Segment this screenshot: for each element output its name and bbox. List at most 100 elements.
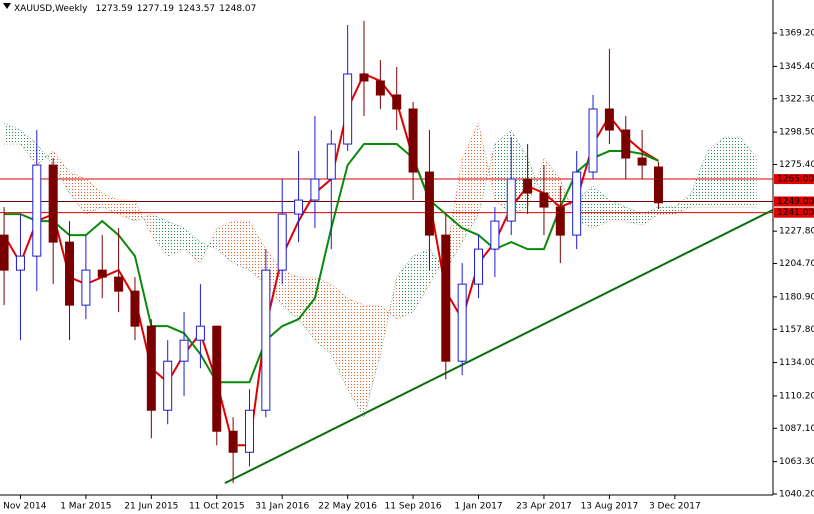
x-tick-label: 22 May 2016: [318, 502, 377, 512]
candle-body: [572, 171, 582, 236]
chart-header: XAUUSD,Weekly 1273.59 1277.19 1243.57 1248.0…: [14, 4, 256, 14]
y-tick-label: 1369.20: [779, 29, 814, 39]
cloud-segment: [740, 137, 757, 208]
candle-body: [539, 192, 549, 208]
level-label: 1265.00: [777, 175, 814, 185]
cloud-segment: [4, 123, 21, 145]
level-label: 1241.00: [777, 208, 814, 218]
candle-body: [359, 73, 369, 82]
level-label-bg: [774, 196, 814, 207]
header-high: 1277.19: [137, 4, 174, 14]
cloud-edge: [4, 122, 757, 320]
cloud-segment: [674, 193, 692, 215]
cloud-segment: [151, 214, 168, 257]
candle-body: [244, 409, 254, 453]
candle-body: [653, 166, 663, 204]
cloud-segment: [53, 151, 70, 194]
y-tick-label: 1134.00: [779, 358, 814, 368]
x-tick-label: 13 Aug 2017: [581, 502, 639, 512]
y-tick-label: 1063.30: [779, 457, 814, 467]
candle-body: [15, 255, 25, 271]
candle-body: [195, 325, 205, 341]
y-tick-label: 1322.30: [779, 94, 814, 104]
cloud-segment: [265, 249, 283, 306]
cloud-segment: [396, 256, 414, 320]
candle-body: [457, 283, 467, 362]
header-low: 1243.57: [178, 4, 215, 14]
candle-body: [424, 171, 434, 236]
cloud-segment: [642, 207, 659, 226]
y-tick-label: 1204.70: [779, 259, 814, 269]
candle-body: [228, 430, 238, 453]
cloud-segment: [118, 200, 135, 222]
header-icon: [3, 3, 11, 9]
cloud-segment: [462, 123, 479, 243]
cloud-segment: [380, 277, 397, 355]
candle-body: [310, 178, 320, 201]
candle-body: [490, 220, 500, 250]
candle-body: [326, 143, 336, 180]
level-label-bg: [774, 174, 814, 185]
candle-body: [375, 80, 385, 96]
x-tick-label: 1 Jan 2017: [454, 502, 502, 512]
cloud-segment: [625, 207, 643, 226]
y-tick-label: 1157.80: [779, 325, 814, 335]
cloud-segment: [249, 221, 266, 285]
cloud-segment: [478, 123, 495, 215]
cloud-segment: [314, 277, 332, 355]
cloud-segment: [85, 179, 103, 215]
candle-body: [32, 164, 42, 257]
candle-body: [392, 94, 402, 110]
cloud-edge: [3, 122, 757, 419]
cloud-segment: [347, 298, 365, 418]
candle-body: [130, 290, 140, 327]
candle-body: [114, 276, 124, 292]
cloud-segment: [184, 228, 201, 264]
y-tick-label: 1110.20: [779, 391, 814, 401]
cloud-segment: [707, 137, 724, 208]
y-tick-label: 1180.90: [779, 292, 814, 302]
cloud-segment: [609, 200, 626, 222]
level-label-bg: [774, 207, 814, 218]
candle-body: [146, 325, 156, 411]
y-tick-label: 1298.50: [779, 128, 814, 138]
candle-body: [179, 339, 189, 362]
cloud-segment: [233, 221, 250, 271]
header-open: 1273.59: [96, 4, 133, 14]
y-tick-label: 1345.40: [779, 62, 814, 72]
candle-body: [621, 129, 631, 159]
candles: [0, 20, 663, 484]
x-tick-label: 9 Nov 2014: [0, 502, 47, 512]
candle-body: [604, 108, 614, 131]
candle-body: [506, 178, 516, 222]
candle-body: [65, 241, 75, 306]
y-tick-label: 1087.10: [779, 424, 814, 434]
cloud-segment: [167, 221, 185, 257]
candle-body: [343, 73, 353, 145]
cloud-segment: [364, 305, 381, 418]
cloud-segment: [102, 193, 119, 215]
cloud-segment: [413, 249, 430, 313]
x-tick-label: 21 Jun 2015: [124, 502, 178, 512]
y-tick-label: 1275.40: [779, 160, 814, 170]
candle-body: [637, 157, 647, 166]
cloud-segment: [527, 158, 544, 208]
x-tick-label: 31 Jan 2016: [255, 502, 309, 512]
x-tick-label: 1 Mar 2015: [60, 502, 111, 512]
candle-body: [212, 325, 222, 432]
candle-body: [294, 199, 304, 215]
cloud-segment: [20, 130, 37, 166]
candle-body: [555, 206, 565, 236]
chart-title: XAUUSD,Weekly: [14, 4, 88, 14]
header-close: 1248.07: [219, 4, 256, 14]
candle-body: [48, 164, 58, 243]
y-tick-label: 1227.80: [779, 227, 814, 237]
x-tick-label: 11 Oct 2015: [189, 502, 245, 512]
cloud-segment: [429, 249, 446, 285]
x-tick-label: 23 Apr 2017: [516, 502, 572, 512]
candle-body: [163, 360, 173, 411]
candle-body: [97, 269, 107, 278]
